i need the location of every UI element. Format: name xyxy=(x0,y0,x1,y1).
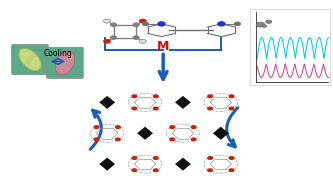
Circle shape xyxy=(191,126,196,129)
FancyBboxPatch shape xyxy=(250,9,330,85)
Text: M: M xyxy=(157,40,169,53)
Circle shape xyxy=(104,19,111,23)
Circle shape xyxy=(218,22,225,26)
Text: Cooling: Cooling xyxy=(44,49,72,58)
Circle shape xyxy=(143,22,149,26)
Circle shape xyxy=(170,126,174,129)
Circle shape xyxy=(256,22,265,27)
Circle shape xyxy=(229,157,234,159)
Circle shape xyxy=(132,157,137,159)
Circle shape xyxy=(116,126,120,129)
Circle shape xyxy=(191,138,196,141)
Circle shape xyxy=(154,157,158,159)
Ellipse shape xyxy=(55,51,75,75)
FancyBboxPatch shape xyxy=(47,47,83,78)
Circle shape xyxy=(208,169,212,172)
Ellipse shape xyxy=(19,48,41,71)
Circle shape xyxy=(94,126,99,129)
Circle shape xyxy=(154,107,158,110)
Circle shape xyxy=(208,95,212,98)
Circle shape xyxy=(111,36,117,39)
Circle shape xyxy=(133,36,139,39)
Circle shape xyxy=(132,169,137,172)
Circle shape xyxy=(154,95,158,98)
Polygon shape xyxy=(175,96,191,109)
Circle shape xyxy=(104,39,111,43)
Polygon shape xyxy=(137,127,153,140)
Polygon shape xyxy=(99,96,115,109)
Circle shape xyxy=(229,95,234,98)
Circle shape xyxy=(170,138,174,141)
Circle shape xyxy=(234,22,240,26)
Circle shape xyxy=(133,23,139,26)
Polygon shape xyxy=(175,158,191,171)
Circle shape xyxy=(262,25,267,27)
Circle shape xyxy=(111,23,117,26)
Circle shape xyxy=(139,19,146,23)
Circle shape xyxy=(229,107,234,110)
Circle shape xyxy=(116,138,120,141)
Polygon shape xyxy=(213,127,229,140)
Circle shape xyxy=(208,107,212,110)
Circle shape xyxy=(266,20,272,23)
Circle shape xyxy=(139,39,146,43)
Circle shape xyxy=(229,169,234,172)
Circle shape xyxy=(132,95,137,98)
Circle shape xyxy=(158,22,165,26)
FancyBboxPatch shape xyxy=(12,44,48,75)
Circle shape xyxy=(94,138,99,141)
Circle shape xyxy=(132,107,137,110)
Polygon shape xyxy=(99,158,115,171)
Circle shape xyxy=(154,169,158,172)
Circle shape xyxy=(208,157,212,159)
